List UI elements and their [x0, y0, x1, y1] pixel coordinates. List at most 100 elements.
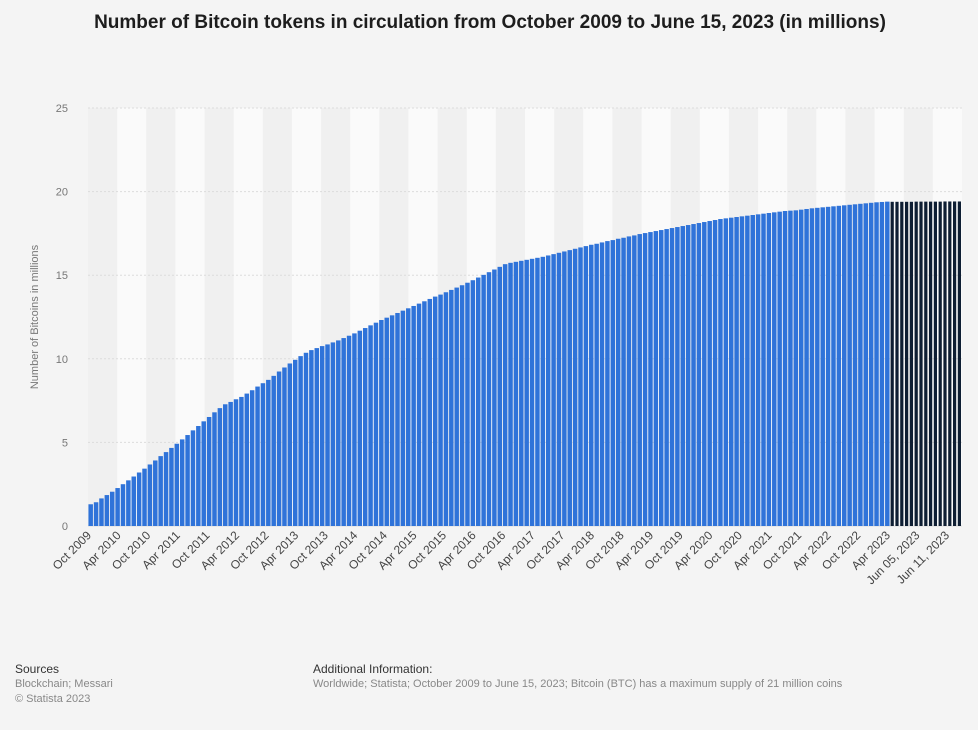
bar — [244, 393, 250, 526]
bar — [750, 215, 755, 526]
bar — [599, 242, 605, 526]
bar — [104, 495, 110, 526]
bar — [395, 312, 400, 526]
bar — [303, 352, 309, 526]
bar — [470, 280, 476, 526]
bar — [362, 328, 368, 526]
bar — [772, 212, 777, 526]
additional-info-block: Additional Information: Worldwide; Stati… — [313, 662, 842, 692]
bar — [659, 230, 664, 526]
bar — [459, 285, 465, 526]
bar — [642, 233, 648, 526]
bars — [88, 201, 961, 527]
bar — [249, 390, 255, 526]
y-tick-label: 15 — [56, 270, 68, 282]
bar — [228, 401, 233, 526]
bar — [594, 243, 599, 526]
bar — [831, 206, 836, 526]
bar — [163, 452, 169, 526]
bar — [653, 231, 659, 526]
bar — [432, 296, 438, 526]
bar — [352, 333, 357, 526]
bar — [610, 240, 616, 526]
bar — [685, 225, 691, 527]
bar — [276, 371, 282, 526]
bar — [766, 213, 772, 527]
bar — [680, 226, 686, 526]
bar — [572, 248, 578, 526]
bar — [589, 244, 594, 526]
bar — [185, 435, 190, 526]
bar-daily — [914, 201, 918, 526]
bar — [885, 201, 890, 526]
y-tick-label: 10 — [56, 354, 68, 366]
bar — [777, 211, 782, 526]
bar — [196, 426, 201, 526]
bar — [400, 310, 406, 526]
bar — [389, 315, 395, 526]
additional-heading: Additional Information: — [313, 662, 433, 676]
y-axis-ticks: 0 5 10 15 20 25 — [56, 103, 68, 533]
bar — [169, 447, 174, 526]
bar — [115, 488, 120, 526]
bar-daily — [948, 201, 952, 527]
bar — [109, 491, 115, 526]
bar — [858, 203, 863, 526]
bar — [696, 223, 702, 526]
bar — [126, 480, 131, 526]
bar — [879, 201, 885, 526]
bar — [788, 210, 793, 526]
y-tick-label: 25 — [56, 103, 68, 115]
bar — [486, 272, 492, 526]
y-tick-label: 5 — [62, 437, 68, 449]
bar — [519, 260, 524, 526]
bar — [223, 404, 228, 526]
bar — [782, 210, 788, 527]
bar — [443, 292, 449, 526]
bar — [540, 256, 546, 526]
bar-daily — [900, 201, 904, 526]
bar — [545, 255, 551, 526]
bar — [702, 222, 707, 526]
bar — [621, 237, 626, 526]
bar — [669, 228, 675, 526]
bar — [615, 238, 621, 526]
bar-daily — [938, 201, 942, 526]
bar — [147, 464, 153, 526]
y-tick-label: 20 — [56, 187, 68, 199]
bar — [734, 217, 739, 526]
bar — [282, 367, 287, 526]
bar — [852, 204, 858, 527]
bar-daily — [929, 201, 933, 526]
bar — [217, 408, 223, 526]
bar — [809, 208, 815, 526]
bar — [718, 219, 723, 526]
bar-daily — [957, 201, 961, 527]
additional-text: Worldwide; Statista; October 2009 to Jun… — [313, 678, 843, 690]
bar — [707, 221, 712, 526]
bar — [648, 232, 653, 527]
bar — [508, 262, 513, 526]
bar — [481, 274, 486, 526]
sources-heading: Sources — [15, 662, 60, 676]
bar — [664, 229, 669, 526]
bar-daily — [895, 201, 899, 526]
bar — [637, 234, 642, 527]
bar — [379, 320, 384, 526]
bar — [551, 254, 556, 526]
bar — [136, 472, 142, 526]
bar — [271, 375, 276, 526]
bar — [745, 215, 750, 526]
bar — [712, 220, 718, 527]
bar — [524, 259, 529, 526]
bar — [406, 308, 411, 526]
bar — [346, 335, 352, 526]
bar — [422, 301, 427, 526]
bar — [174, 443, 180, 526]
bar — [502, 264, 508, 526]
bar — [820, 207, 825, 526]
bar — [562, 251, 567, 527]
bar — [357, 330, 363, 526]
